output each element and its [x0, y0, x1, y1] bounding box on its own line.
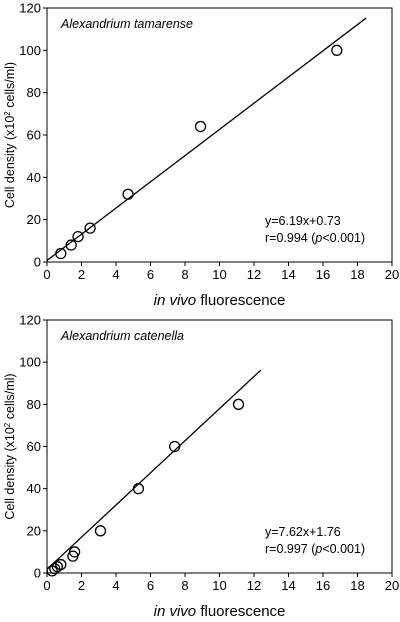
y-axis-title: Cell density (x102 cells/ml) [3, 62, 18, 208]
data-point [68, 546, 81, 558]
p-symbol: p [314, 542, 322, 556]
y-tick-label: 80 [27, 85, 41, 100]
species-label: Alexandrium tamarense [60, 17, 193, 31]
x-tick-label: 16 [316, 578, 330, 593]
x-tick-label: 12 [247, 578, 261, 593]
x-tick-label: 12 [247, 267, 261, 282]
data-point [168, 440, 181, 453]
x-tick-label: 14 [281, 267, 295, 282]
y-tick-label: 40 [27, 170, 41, 185]
y-axis-title-main: Cell density (x10 [3, 116, 17, 208]
data-point [55, 558, 67, 571]
y-axis-title-end: cells/ml) [3, 62, 17, 111]
data-points [46, 398, 245, 577]
data-point [194, 120, 207, 133]
y-axis-title-sup: 2 [3, 422, 12, 427]
x-axis-ticks: 0 2 4 6 8 10 12 14 16 18 20 [43, 573, 399, 593]
x-tick-label: 4 [112, 578, 119, 593]
chart-panel-catenella: 0 20 40 60 80 100 120 0 2 4 6 8 10 12 14 16 18 20 Alexan… [3, 313, 400, 621]
correlation-pre: r=0.997 ( [265, 542, 316, 556]
x-tick-label: 6 [147, 578, 154, 593]
x-axis-title: in vivo fluorescence [154, 603, 286, 620]
data-point [122, 188, 134, 200]
y-tick-label: 0 [34, 255, 41, 270]
correlation-pre: r=0.994 ( [265, 231, 316, 245]
y-axis-title-sup: 2 [3, 111, 12, 116]
x-axis-title-italic: in vivo [154, 603, 197, 620]
data-point [72, 230, 84, 243]
data-point [132, 483, 145, 495]
y-axis-title-end: cells/ml) [3, 373, 17, 422]
y-tick-label: 20 [27, 523, 41, 538]
y-tick-label: 40 [27, 481, 41, 496]
correlation-label: r=0.997 (p<0.001) [265, 542, 365, 556]
x-tick-label: 8 [181, 267, 188, 282]
y-tick-label: 20 [27, 212, 41, 227]
y-axis-ticks: 0 20 40 60 80 100 120 [19, 1, 47, 270]
data-point [84, 222, 96, 234]
y-axis-ticks: 0 20 40 60 80 100 120 [19, 313, 47, 581]
equation-label: y=7.62x+1.76 [265, 525, 341, 539]
y-tick-label: 100 [19, 355, 41, 370]
y-tick-label: 60 [27, 128, 41, 143]
y-axis-title-main: Cell density (x10 [3, 427, 17, 519]
y-tick-label: 100 [19, 43, 41, 58]
y-tick-label: 60 [27, 439, 41, 454]
data-point [232, 398, 245, 410]
x-tick-label: 14 [281, 578, 295, 593]
x-tick-label: 6 [147, 267, 154, 282]
correlation-post: <0.001) [322, 231, 365, 245]
x-tick-label: 4 [112, 267, 119, 282]
x-tick-label: 18 [350, 267, 364, 282]
p-symbol: p [314, 231, 322, 245]
x-tick-label: 16 [316, 267, 330, 282]
data-point [55, 247, 67, 260]
y-tick-label: 120 [19, 1, 41, 16]
x-axis-title-italic: in vivo [154, 292, 197, 309]
x-tick-label: 20 [385, 267, 399, 282]
x-tick-label: 0 [43, 578, 50, 593]
x-tick-label: 10 [212, 267, 226, 282]
y-axis-title: Cell density (x102 cells/ml) [3, 373, 18, 519]
y-tick-label: 120 [19, 313, 41, 328]
regression-line [46, 17, 367, 261]
x-tick-label: 2 [78, 267, 85, 282]
x-axis-title-rest: fluorescence [196, 603, 285, 620]
data-point [331, 44, 343, 56]
x-axis-title: in vivo fluorescence [154, 292, 286, 309]
x-tick-label: 0 [43, 267, 50, 282]
regression-line [46, 369, 262, 570]
correlation-post: <0.001) [322, 542, 365, 556]
correlation-label: r=0.994 (p<0.001) [265, 231, 365, 245]
x-tick-label: 20 [385, 578, 399, 593]
y-tick-label: 0 [34, 566, 41, 581]
data-point [65, 239, 77, 251]
x-tick-label: 2 [78, 578, 85, 593]
species-label: Alexandrium catenella [60, 329, 184, 343]
chart-panel-tamarense: 0 20 40 60 80 100 120 0 2 4 6 8 10 12 14 16 18 20 Alexan… [3, 1, 400, 310]
data-points [55, 44, 343, 260]
x-tick-label: 10 [212, 578, 226, 593]
equation-label: y=6.19x+0.73 [265, 214, 341, 228]
y-tick-label: 80 [27, 397, 41, 412]
x-tick-label: 18 [350, 578, 364, 593]
data-point [49, 563, 61, 575]
x-axis-title-rest: fluorescence [196, 292, 285, 309]
x-axis-ticks: 0 2 4 6 8 10 12 14 16 18 20 [43, 262, 399, 282]
data-point [94, 525, 107, 537]
x-tick-label: 8 [181, 578, 188, 593]
